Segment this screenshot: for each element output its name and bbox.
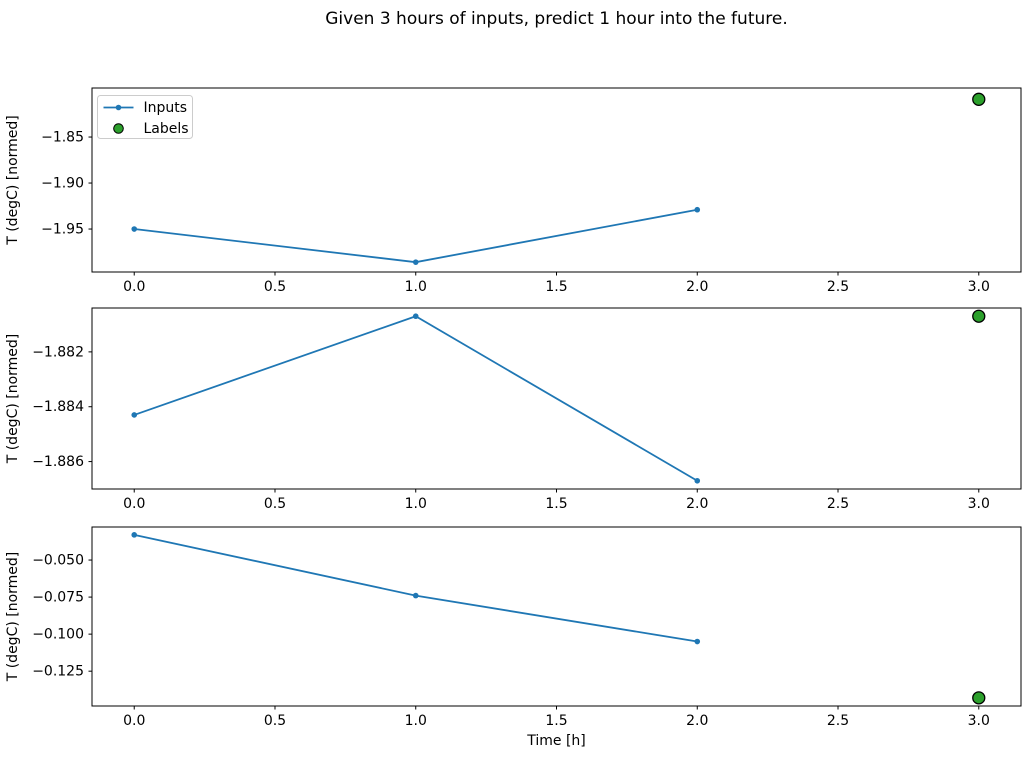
- x-tick-label: 2.5: [827, 713, 849, 729]
- subplot-3: −0.050 −0.075 −0.100 −0.125 0.0 0.5 1.0 1.5 2.0 2…: [5, 526, 1022, 749]
- x-tick-label: 2.5: [827, 496, 849, 512]
- y-tick-label: −1.90: [41, 176, 84, 192]
- x-tick-label: 2.0: [686, 713, 708, 729]
- x-tick-label: 1.5: [545, 496, 567, 512]
- y-tick-label: −1.886: [32, 454, 84, 470]
- x-tick-label: 0.0: [123, 496, 145, 512]
- x-tick-label: 0.5: [264, 496, 286, 512]
- inputs-marker: [131, 412, 138, 418]
- x-tick-label: 2.0: [686, 496, 708, 512]
- y-tick-label: −1.85: [41, 130, 84, 146]
- y-tick-label: −0.100: [32, 627, 84, 643]
- x-tick-label: 2.5: [827, 279, 849, 295]
- y-tick-label: −1.95: [41, 222, 84, 238]
- axes-frame: [91, 526, 1022, 707]
- axes-frame: [91, 87, 1022, 273]
- labels-marker: [972, 309, 986, 323]
- x-tick-label: 0.5: [264, 279, 286, 295]
- legend: Inputs Labels: [97, 95, 193, 139]
- legend-labels-marker-sample: [113, 123, 124, 134]
- inputs-marker: [412, 592, 419, 599]
- x-tick-label: 3.0: [968, 496, 990, 512]
- x-tick-label: 1.5: [545, 279, 567, 295]
- y-tick-label: −0.125: [32, 664, 84, 680]
- x-tick-label: 1.0: [405, 713, 427, 729]
- y-axis-label: T (degC) [normed]: [5, 334, 21, 465]
- x-tick-label: 0.0: [123, 279, 145, 295]
- inputs-marker: [412, 313, 419, 320]
- y-axis-label: T (degC) [normed]: [5, 115, 21, 246]
- inputs-line: [133, 315, 699, 482]
- subplot-2: −1.882 −1.884 −1.886 0.0 0.5 1.0 1.5 2.0 2.5 3.0 T…: [5, 307, 1022, 512]
- inputs-marker: [131, 226, 138, 232]
- inputs-marker: [694, 638, 701, 645]
- subplot-1: −1.85 −1.90 −1.95 0.0 0.5 1.0 1.5 2.0 2.5 3.0 T (d…: [5, 87, 1022, 295]
- inputs-line: [133, 208, 699, 264]
- inputs-marker: [694, 477, 701, 484]
- inputs-marker: [694, 206, 701, 213]
- x-tick-label: 1.5: [545, 713, 567, 729]
- legend-inputs-label: Inputs: [144, 100, 188, 116]
- x-tick-label: 1.0: [405, 279, 427, 295]
- figure-title: Given 3 hours of inputs, predict 1 hour …: [325, 9, 788, 29]
- y-tick-label: −0.075: [32, 590, 84, 606]
- inputs-marker: [412, 259, 419, 265]
- y-tick-label: −1.882: [32, 344, 84, 360]
- x-tick-label: 0.5: [264, 713, 286, 729]
- x-tick-label: 0.0: [123, 713, 145, 729]
- inputs-line: [133, 533, 699, 643]
- legend-labels-label: Labels: [144, 121, 189, 137]
- labels-marker: [972, 691, 986, 705]
- labels-marker: [972, 92, 986, 106]
- x-axis-label: Time [h]: [526, 733, 586, 749]
- x-tick-label: 3.0: [968, 279, 990, 295]
- x-tick-label: 3.0: [968, 713, 990, 729]
- x-tick-label: 2.0: [686, 279, 708, 295]
- y-tick-label: −1.884: [32, 399, 84, 415]
- y-tick-label: −0.050: [32, 553, 84, 569]
- y-axis-label: T (degC) [normed]: [5, 552, 21, 683]
- legend-inputs-marker-sample: [115, 104, 122, 111]
- inputs-marker: [131, 532, 138, 538]
- x-tick-label: 1.0: [405, 496, 427, 512]
